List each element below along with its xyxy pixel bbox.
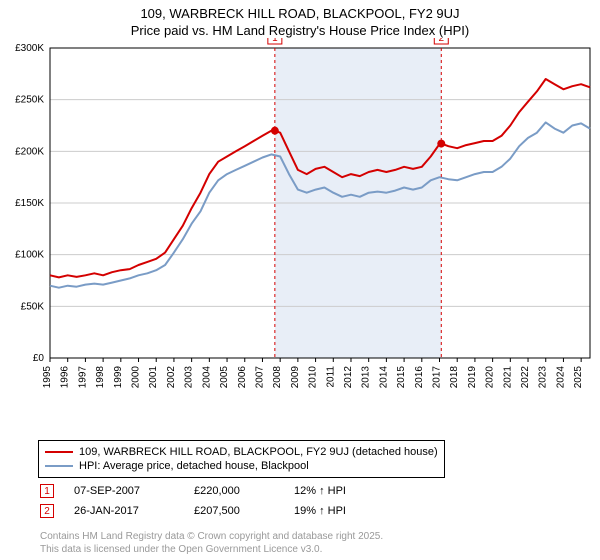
svg-text:£0: £0 xyxy=(33,353,45,364)
svg-text:2009: 2009 xyxy=(290,366,301,389)
svg-text:2005: 2005 xyxy=(219,366,230,389)
svg-text:2022: 2022 xyxy=(520,366,531,389)
sale-hpi: 19% ↑ HPI xyxy=(294,505,384,517)
svg-text:2020: 2020 xyxy=(485,366,496,389)
svg-text:2002: 2002 xyxy=(166,366,177,389)
svg-text:1995: 1995 xyxy=(42,366,53,389)
sale-price: £207,500 xyxy=(194,505,274,517)
svg-text:2000: 2000 xyxy=(131,366,142,389)
svg-text:2015: 2015 xyxy=(396,366,407,389)
footer-line-1: Contains HM Land Registry data © Crown c… xyxy=(40,530,383,543)
svg-text:£300K: £300K xyxy=(15,43,44,54)
svg-text:2010: 2010 xyxy=(308,366,319,389)
chart-title: 109, WARBRECK HILL ROAD, BLACKPOOL, FY2 … xyxy=(0,6,600,21)
line-chart: £0 £50K £100K £150K £200K £250K £300K 1995 1996 1… xyxy=(0,38,600,398)
svg-text:1998: 1998 xyxy=(95,366,106,389)
svg-text:2017: 2017 xyxy=(432,366,443,389)
svg-text:£250K: £250K xyxy=(15,95,44,106)
svg-text:2008: 2008 xyxy=(272,366,283,389)
svg-text:1: 1 xyxy=(272,38,278,44)
chart-container: 109, WARBRECK HILL ROAD, BLACKPOOL, FY2 … xyxy=(0,0,600,560)
svg-text:2001: 2001 xyxy=(148,366,159,389)
footer-line-2: This data is licensed under the Open Gov… xyxy=(40,543,383,556)
footer-attribution: Contains HM Land Registry data © Crown c… xyxy=(40,530,383,556)
svg-text:2014: 2014 xyxy=(378,366,389,389)
svg-text:2003: 2003 xyxy=(184,366,195,389)
svg-text:2006: 2006 xyxy=(237,366,248,389)
svg-text:2012: 2012 xyxy=(343,366,354,389)
svg-text:1997: 1997 xyxy=(77,366,88,389)
legend: 109, WARBRECK HILL ROAD, BLACKPOOL, FY2 … xyxy=(38,440,445,478)
svg-text:£50K: £50K xyxy=(21,301,45,312)
svg-text:£150K: £150K xyxy=(15,198,44,209)
svg-text:£100K: £100K xyxy=(15,250,44,261)
svg-text:£200K: £200K xyxy=(15,146,44,157)
svg-text:2013: 2013 xyxy=(361,366,372,389)
title-block: 109, WARBRECK HILL ROAD, BLACKPOOL, FY2 … xyxy=(0,0,600,38)
sale-hpi: 12% ↑ HPI xyxy=(294,485,384,497)
sales-table: 1 07-SEP-2007 £220,000 12% ↑ HPI 2 26-JAN-201… xyxy=(40,484,384,524)
svg-text:2024: 2024 xyxy=(555,366,566,389)
svg-text:2016: 2016 xyxy=(414,366,425,389)
svg-text:2007: 2007 xyxy=(254,366,265,389)
sale-row: 2 26-JAN-2017 £207,500 19% ↑ HPI xyxy=(40,504,384,518)
svg-text:2019: 2019 xyxy=(467,366,478,389)
svg-text:2025: 2025 xyxy=(573,366,584,389)
sale-date: 07-SEP-2007 xyxy=(74,485,174,497)
svg-text:2004: 2004 xyxy=(201,366,212,389)
legend-swatch xyxy=(45,451,73,453)
sale-price: £220,000 xyxy=(194,485,274,497)
legend-label: 109, WARBRECK HILL ROAD, BLACKPOOL, FY2 … xyxy=(79,446,438,458)
chart-subtitle: Price paid vs. HM Land Registry's House … xyxy=(0,23,600,38)
svg-text:2021: 2021 xyxy=(502,366,513,389)
legend-swatch xyxy=(45,465,73,467)
svg-text:2023: 2023 xyxy=(538,366,549,389)
sale-marker-icon: 1 xyxy=(40,484,54,498)
svg-text:1996: 1996 xyxy=(60,366,71,389)
sale-row: 1 07-SEP-2007 £220,000 12% ↑ HPI xyxy=(40,484,384,498)
svg-text:2: 2 xyxy=(438,38,444,44)
svg-text:2018: 2018 xyxy=(449,366,460,389)
legend-label: HPI: Average price, detached house, Blac… xyxy=(79,460,309,472)
sale-date: 26-JAN-2017 xyxy=(74,505,174,517)
legend-item: 109, WARBRECK HILL ROAD, BLACKPOOL, FY2 … xyxy=(45,445,438,459)
sale-marker-icon: 2 xyxy=(40,504,54,518)
svg-text:1999: 1999 xyxy=(113,366,124,389)
svg-text:2011: 2011 xyxy=(325,366,336,388)
legend-item: HPI: Average price, detached house, Blac… xyxy=(45,459,438,473)
